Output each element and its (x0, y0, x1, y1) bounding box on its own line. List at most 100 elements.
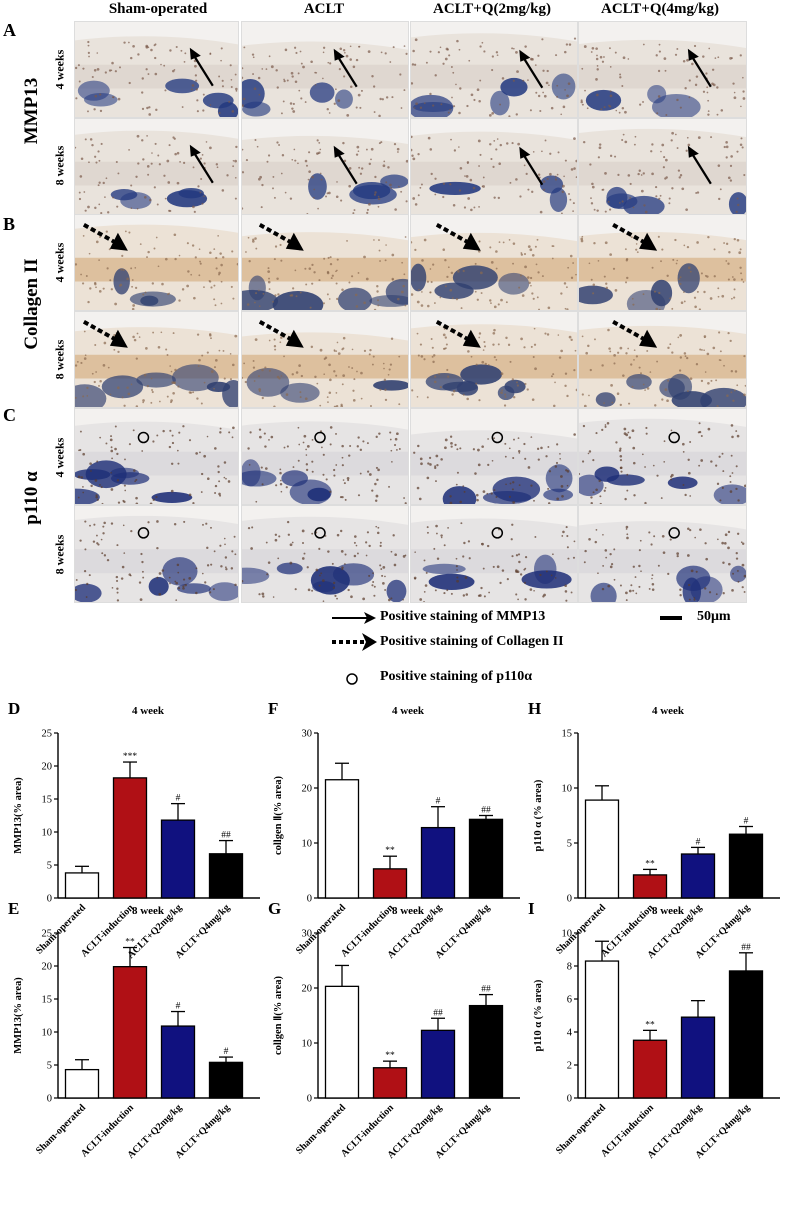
legend-p110: Positive staining of p110α (380, 669, 533, 684)
micrograph-b-r0-c2 (410, 214, 578, 311)
y-tick-label: 20 (42, 762, 53, 773)
micrograph-b-r0-c3 (578, 214, 747, 311)
y-axis-label: p110 α (% area) (533, 979, 544, 1051)
y-tick-label: 0 (567, 894, 572, 905)
bar (420, 1029, 456, 1099)
bar (64, 1068, 100, 1099)
micrograph-b-r1-c0 (74, 311, 239, 408)
chart-title: 8 week (652, 905, 685, 917)
column-header-q2: ACLT+Q(2mg/kg) (432, 1, 551, 17)
panel-letter-a: A (3, 20, 16, 40)
bar (728, 833, 764, 899)
y-tick-label: 0 (307, 894, 312, 905)
y-tick-label: 4 (567, 1028, 573, 1039)
scale-bar-label: 50μm (697, 609, 731, 624)
y-tick-label: 25 (42, 929, 53, 940)
y-tick-label: 8 (567, 962, 572, 973)
bar (680, 853, 716, 899)
micrograph-b-r0-c1 (241, 214, 409, 311)
y-tick-label: 5 (47, 1061, 52, 1072)
micrograph-a-r0-c2 (410, 21, 578, 118)
significance-label: ## (481, 985, 491, 995)
bar (420, 826, 456, 899)
micrograph-b-r0-c0 (74, 214, 239, 311)
micrograph-b-r1-c3 (578, 311, 747, 408)
row-label-mmp13: MMP13 (21, 77, 42, 145)
solid-arrow-icon (332, 612, 376, 624)
micrograph-c-r0-c0 (74, 408, 239, 505)
significance-label: # (176, 794, 181, 804)
panel-letter: E (8, 899, 19, 918)
bar (468, 818, 504, 899)
y-tick-label: 2 (567, 1061, 572, 1072)
micrograph-c-r1-c1 (241, 505, 409, 603)
bar (680, 1016, 716, 1099)
y-axis-label: p110 α (% area) (533, 779, 544, 851)
bar (584, 799, 620, 899)
panel-letter: I (528, 899, 535, 918)
y-axis-label: MMP13(% area) (13, 777, 24, 854)
chart-title: 8 week (392, 905, 425, 917)
category-label: Sham-operated (294, 1102, 348, 1156)
significance-label: ** (125, 938, 135, 948)
y-tick-label: 20 (302, 984, 313, 995)
y-axis-label: collgen Ⅱ(% area) (272, 775, 284, 855)
bar (160, 819, 196, 899)
significance-label: ** (645, 1020, 655, 1030)
bar (632, 874, 668, 899)
bar (728, 970, 764, 1099)
week-label: 4 weeks (52, 242, 67, 283)
y-tick-label: 30 (302, 729, 313, 740)
panel-letter-b: B (3, 214, 16, 234)
chart-title: 4 week (392, 705, 425, 717)
y-tick-label: 6 (567, 995, 572, 1006)
bar (208, 853, 244, 899)
y-tick-label: 0 (47, 1094, 52, 1105)
y-axis-label: MMP13(% area) (13, 977, 24, 1054)
micrograph-c-r1-c3 (578, 505, 747, 603)
bar (468, 1004, 504, 1099)
chart-title: 4 week (132, 705, 165, 717)
dashed-arrow-icon (332, 633, 377, 651)
bar (324, 985, 360, 1099)
column-header-aclt: ACLT (303, 1, 345, 17)
y-tick-label: 10 (562, 929, 573, 940)
significance-label: ## (433, 1008, 443, 1018)
significance-label: # (176, 1002, 181, 1012)
y-tick-label: 15 (42, 995, 53, 1006)
bar (112, 777, 148, 899)
category-label: Sham-operated (554, 1102, 608, 1156)
micrograph-a-r1-c3 (578, 118, 747, 215)
micrograph-c-r0-c3 (578, 408, 747, 505)
week-label: 8 weeks (52, 534, 67, 575)
y-axis-label: collgen Ⅱ(% area) (272, 975, 284, 1055)
week-label: 8 weeks (52, 145, 67, 186)
week-label: 4 weeks (52, 437, 67, 478)
panel-letter: F (268, 699, 278, 718)
micrograph-c-r0-c2 (410, 408, 578, 505)
chart-i: I 8 week p110 α (% area) 0 2 4 6 8 10 Sham-operat… (520, 895, 790, 1220)
micrograph-a-r1-c1 (241, 118, 409, 215)
y-tick-label: 15 (42, 795, 53, 806)
y-tick-label: 0 (47, 894, 52, 905)
panel-letter: G (268, 899, 281, 918)
row-label-p110: p110 α (21, 471, 42, 525)
micrograph-b-r1-c1 (241, 311, 409, 408)
scale-bar (660, 616, 682, 620)
category-label: Sham-operated (34, 1102, 88, 1156)
significance-label: ## (221, 831, 231, 841)
significance-label: # (224, 1047, 229, 1057)
circle-icon (346, 673, 358, 685)
micrograph-c-r1-c2 (410, 505, 578, 603)
significance-label: # (436, 797, 441, 807)
bar (372, 1067, 408, 1099)
significance-label: ## (481, 806, 491, 816)
y-tick-label: 10 (42, 828, 53, 839)
micrograph-c-r0-c1 (241, 408, 409, 505)
micrograph-a-r0-c0 (74, 21, 239, 118)
bar (112, 966, 148, 1099)
chart-g: G 8 week collgen Ⅱ(% area) 0 10 20 30 Sham-oper… (260, 895, 530, 1220)
